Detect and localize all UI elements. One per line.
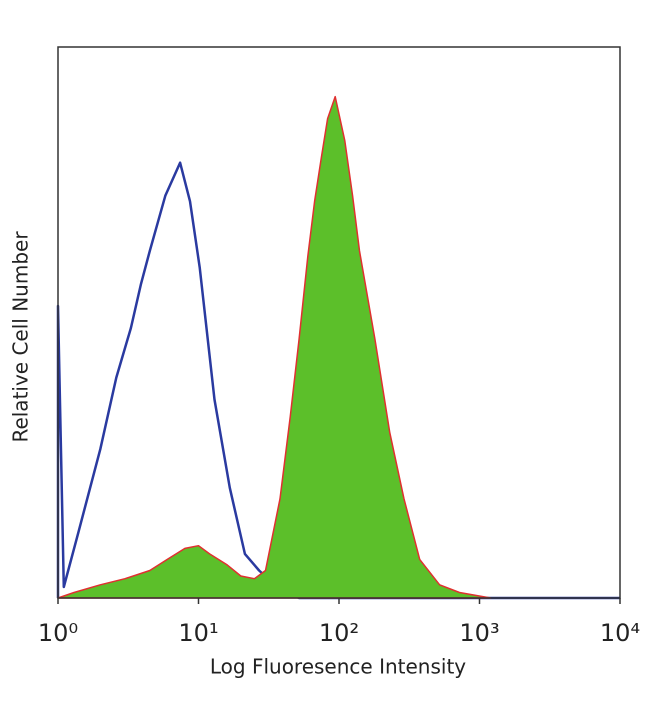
x-tick-label: 10² [319,619,359,647]
area [57,95,492,599]
line [56,161,620,600]
x-tick-label: 10¹ [178,619,218,647]
y-axis-label: Relative Cell Number [9,231,33,443]
x-axis-label: Log Fluoresence Intensity [210,655,466,679]
x-tick-label: 10³ [459,619,499,647]
x-tick-label: 10⁰ [38,619,78,647]
x-tick-label: 10⁴ [600,619,640,647]
